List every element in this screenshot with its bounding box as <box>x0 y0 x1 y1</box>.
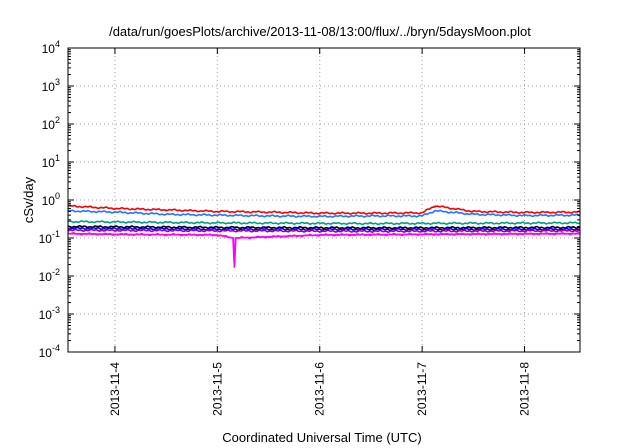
y-tick-label: 10-4 <box>39 343 60 360</box>
series-lines <box>67 204 581 268</box>
y-tick-base: 10 <box>39 232 53 246</box>
y-tick-base: 10 <box>39 346 53 360</box>
y-tick-base: 10 <box>42 80 56 94</box>
y-tick-label: 10-3 <box>39 305 60 322</box>
y-tick-exponent: 1 <box>55 153 60 163</box>
y-tick-label: 100 <box>42 191 60 208</box>
series-line <box>67 204 581 215</box>
y-tick-label: 104 <box>42 39 60 56</box>
y-tick-base: 10 <box>42 118 56 132</box>
x-tick-label: 2013-11-5 <box>210 362 224 416</box>
series-line <box>67 209 581 218</box>
y-tick-base: 10 <box>39 270 53 284</box>
plot-frame <box>67 47 581 353</box>
y-tick-label: 101 <box>42 153 60 170</box>
x-axis-label: Coordinated Universal Time (UTC) <box>222 430 421 445</box>
x-ticks: 2013-11-4 2013-11-5 2013-11-6 2013-11-7 2013… <box>108 48 532 416</box>
series-line <box>67 226 581 232</box>
x-tick-label: 2013-11-6 <box>313 362 327 416</box>
y-tick-exponent: -2 <box>52 267 60 277</box>
y-tick-label: 10-2 <box>39 267 60 284</box>
grid <box>68 48 580 352</box>
y-tick-label: 103 <box>42 77 60 94</box>
y-tick-exponent: -3 <box>52 305 60 315</box>
y-tick-base: 10 <box>42 194 56 208</box>
y-tick-base: 10 <box>42 42 56 56</box>
y-tick-label: 102 <box>42 115 60 132</box>
y-tick-exponent: -4 <box>52 343 60 353</box>
y-tick-exponent: 3 <box>55 77 60 87</box>
x-tick-label: 2013-11-7 <box>415 362 429 416</box>
y-tick-exponent: -1 <box>52 229 60 239</box>
y-tick-exponent: 0 <box>55 191 60 201</box>
y-axis-label: cSv/day <box>21 176 36 223</box>
y-tick-exponent: 2 <box>55 115 60 125</box>
chart-title: /data/run/goesPlots/archive/2013-11-08/1… <box>109 24 531 39</box>
series-line <box>67 228 581 233</box>
y-tick-base: 10 <box>42 156 56 170</box>
series-spike <box>67 232 581 267</box>
x-tick-label: 2013-11-4 <box>108 362 122 416</box>
y-tick-base: 10 <box>39 308 53 322</box>
x-tick-label: 2013-11-8 <box>518 362 532 416</box>
y-tick-label: 10-1 <box>39 229 60 246</box>
y-tick-exponent: 4 <box>55 39 60 49</box>
series-line <box>67 220 581 226</box>
